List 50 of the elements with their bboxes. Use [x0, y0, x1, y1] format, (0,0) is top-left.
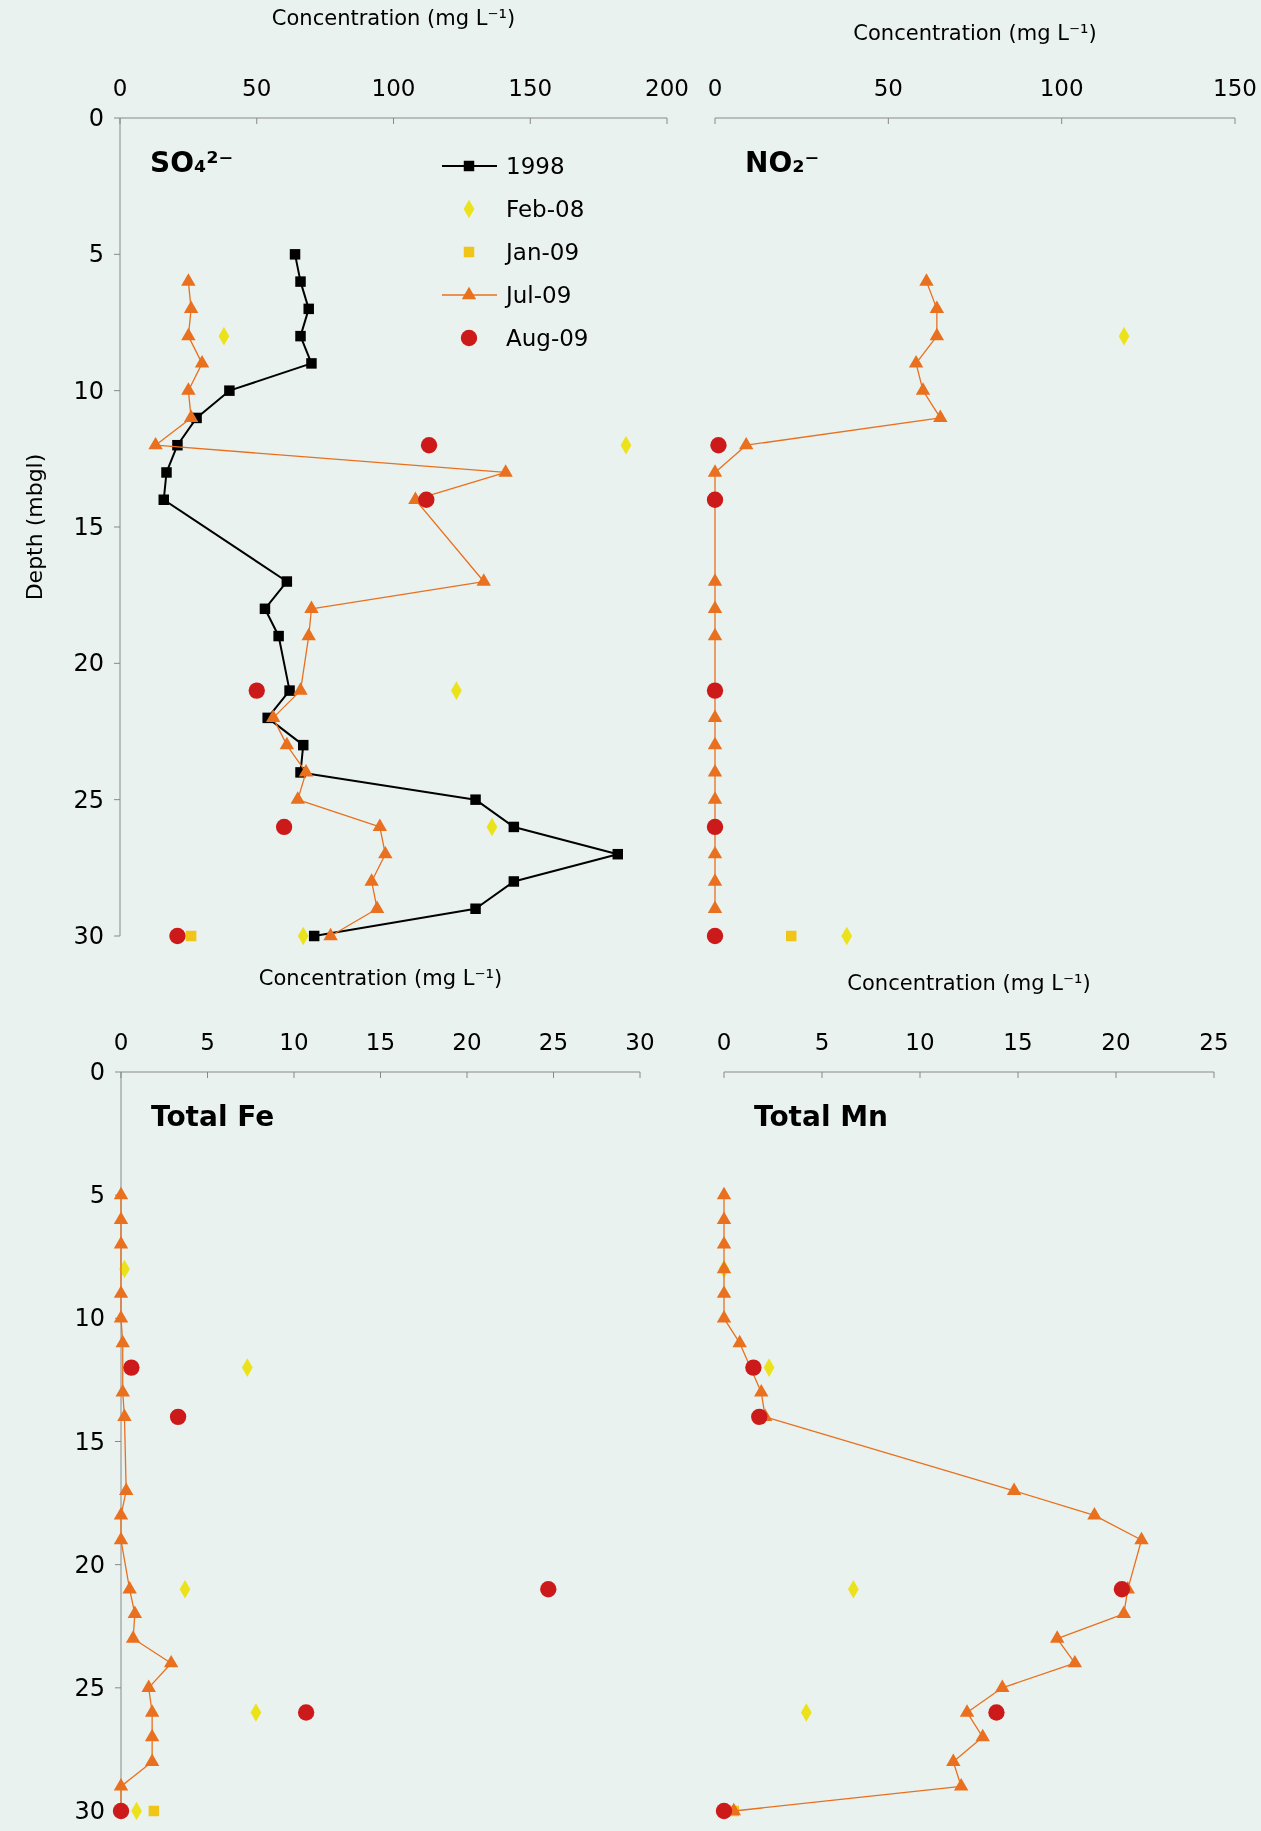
y-tick-label: 25	[73, 785, 104, 814]
legend-label: Jan-09	[504, 239, 580, 265]
text: SO₄²⁻	[150, 146, 234, 179]
x-tick-label: 20	[1101, 1029, 1131, 1055]
legend-label: Feb-08	[506, 196, 585, 222]
x-axis-title: Concentration (mg L⁻¹)	[853, 21, 1097, 45]
y-tick-label: 15	[73, 513, 104, 541]
x-tick-label: 15	[365, 1029, 396, 1055]
y-tick-label: 30	[74, 1797, 105, 1825]
x-tick-label: 20	[452, 1029, 482, 1055]
y-tick-label: 15	[74, 1427, 105, 1456]
y-tick-label: 5	[88, 240, 104, 269]
y-tick-label: 0	[89, 1058, 105, 1086]
y-tick-label: 10	[74, 1304, 105, 1333]
x-tick-label: 15	[1003, 1029, 1033, 1055]
y-tick-label: 5	[89, 1181, 105, 1210]
x-tick-label: 0	[113, 1029, 129, 1055]
x-tick-label: 150	[508, 75, 553, 101]
legend-label: 1998	[506, 153, 565, 179]
x-axis-title: Concentration (mg L⁻¹)	[271, 6, 516, 30]
x-tick-label: 100	[371, 75, 416, 101]
x-tick-label: 150	[1213, 75, 1257, 101]
x-tick-label: 25	[1199, 1029, 1229, 1055]
y-axis-title: Depth (mbgl)	[22, 453, 47, 601]
y-tick-label: 10	[73, 376, 104, 405]
text: Total Mn	[754, 1100, 889, 1133]
x-tick-label: 10	[905, 1029, 935, 1055]
text: NO₂⁻	[745, 146, 820, 179]
x-tick-label: 50	[242, 75, 272, 101]
y-tick-label: 20	[73, 649, 104, 678]
x-axis-title: Concentration (mg L⁻¹)	[847, 971, 1091, 995]
x-tick-label: 0	[112, 75, 128, 101]
x-tick-label: 10	[279, 1029, 309, 1055]
legend-label: Aug-09	[506, 325, 589, 351]
x-tick-label: 25	[538, 1029, 569, 1055]
y-tick-label: 0	[88, 104, 104, 132]
y-tick-label: 25	[74, 1673, 105, 1702]
x-tick-label: 0	[707, 75, 723, 101]
x-tick-label: 30	[625, 1029, 655, 1055]
x-tick-label: 200	[645, 75, 689, 101]
legend-label: Jul-09	[504, 282, 572, 308]
x-axis-title: Concentration (mg L⁻¹)	[258, 966, 503, 990]
text: Total Fe	[151, 1100, 275, 1133]
y-tick-label: 30	[73, 922, 104, 950]
y-tick-label: 20	[74, 1550, 105, 1579]
x-tick-label: 0	[716, 1029, 732, 1055]
x-tick-label: 100	[1039, 75, 1084, 101]
x-tick-label: 5	[200, 1029, 215, 1055]
x-tick-label: 50	[873, 75, 903, 101]
x-tick-label: 5	[814, 1029, 830, 1055]
